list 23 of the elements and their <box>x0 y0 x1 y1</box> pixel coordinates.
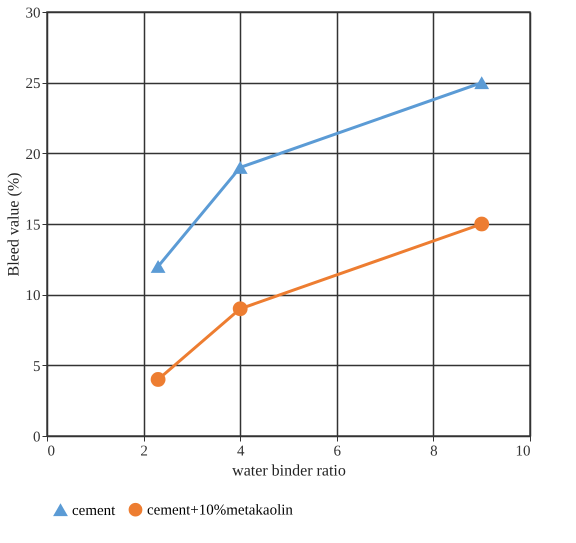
y-tick-label: 20 <box>26 146 40 163</box>
point <box>232 301 248 316</box>
point <box>474 76 490 90</box>
y-tick-label: 5 <box>33 358 40 375</box>
x-tick-label: 10 <box>516 444 530 460</box>
x-tick-label: 4 <box>236 444 245 460</box>
y-tick-label: 15 <box>26 218 40 234</box>
x-tick-label: 2 <box>140 444 148 460</box>
y-tick-label: 0 <box>33 430 40 446</box>
y-axis-title: Bleed value (%) <box>6 172 22 276</box>
point <box>474 216 490 232</box>
x-axis-title: water binder ratio <box>232 462 346 480</box>
y-tick-label: 10 <box>26 288 40 304</box>
legend-label: cement <box>72 503 116 520</box>
point <box>150 260 166 273</box>
point <box>232 161 248 174</box>
y-tick-label: 25 <box>26 76 40 92</box>
x-tick-label: 8 <box>430 444 438 460</box>
x-tick-label: 0 <box>48 444 55 460</box>
legend-label: cement+10%metakaolin <box>147 502 294 519</box>
x-tick-label: 6 <box>334 444 342 460</box>
point <box>150 372 166 387</box>
y-tick-label: 30 <box>26 6 40 22</box>
